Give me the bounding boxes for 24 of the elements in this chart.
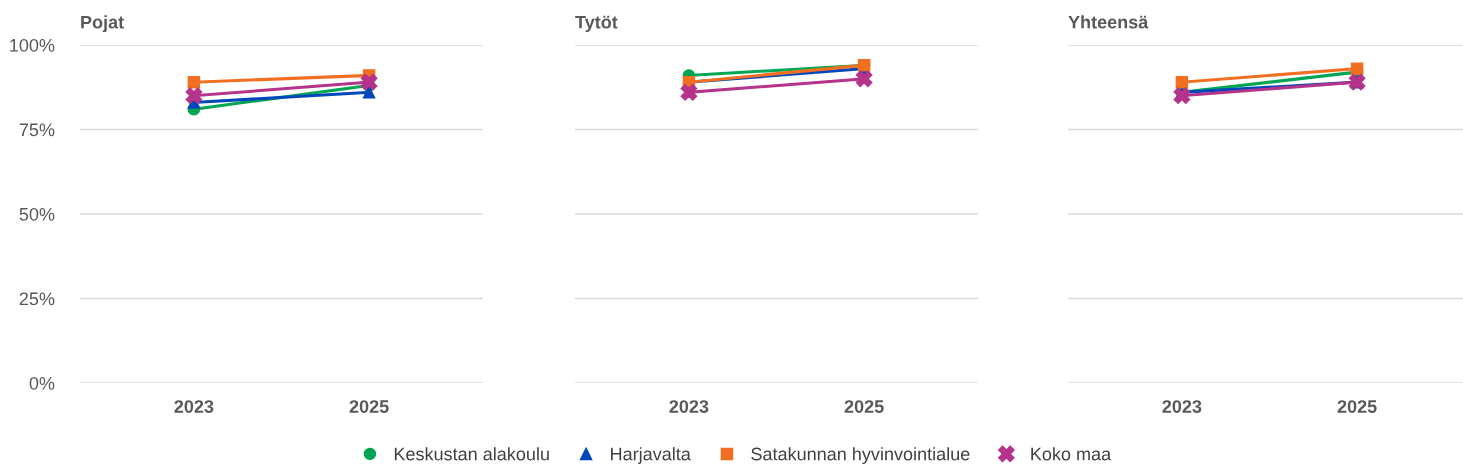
legend-label: Harjavalta: [611, 447, 691, 464]
chart-title: Yhteensä: [1068, 15, 1149, 29]
point: [360, 73, 378, 91]
legend-label: Keskustan alakoulu: [394, 447, 549, 461]
legend-label: Koko maa: [1031, 447, 1112, 461]
point: [855, 70, 873, 88]
x-tick-label: 2025: [844, 400, 884, 413]
point: [187, 75, 201, 89]
y-tick-label: 75%: [19, 123, 55, 137]
x-tick-label: 2025: [1337, 400, 1377, 413]
x-tick-label: 2025: [349, 400, 389, 413]
y-tick-label: 0%: [29, 376, 55, 390]
x-tick-label: 2023: [669, 400, 709, 413]
legend-label: Satakunnan hyvinvointialue: [751, 447, 970, 464]
chart-title: Pojat: [81, 15, 124, 33]
x-tick-label: 2023: [1162, 400, 1202, 413]
chart-title: Tytöt: [575, 15, 618, 33]
point: [362, 86, 376, 99]
point: [680, 83, 698, 101]
point: [185, 87, 203, 105]
y-tick-label: 100%: [10, 38, 55, 52]
x-tick-label: 2023: [174, 400, 214, 413]
y-tick-label: 50%: [19, 207, 55, 221]
y-tick-label: 25%: [19, 292, 55, 306]
